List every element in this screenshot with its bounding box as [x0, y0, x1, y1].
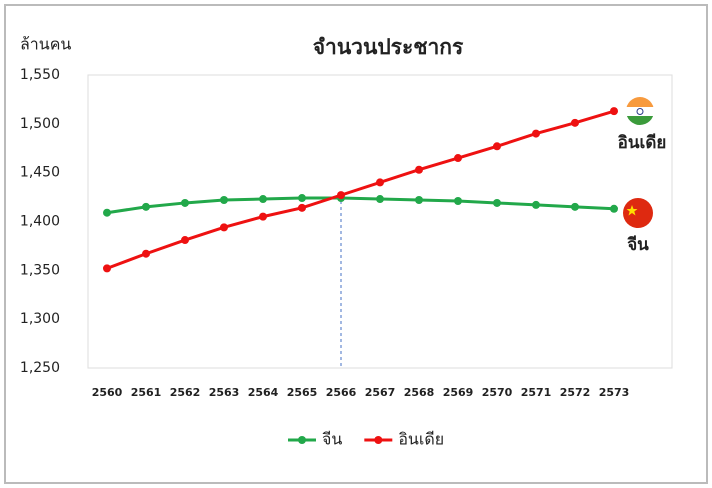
y-tick-label: 1,400 — [20, 214, 60, 230]
marks: 1,250 1,300 1,350 1,400 1,450 1,500 1,550 2560 2… — [20, 67, 629, 449]
point — [454, 196, 462, 205]
y-tick-label: 1,300 — [20, 311, 60, 327]
x-tick-label: 2565 — [287, 386, 318, 399]
x-tick-label: 2570 — [482, 386, 513, 399]
point — [259, 195, 267, 204]
point — [532, 200, 540, 209]
point — [181, 198, 189, 207]
point — [181, 236, 189, 245]
x-tick-label: 2564 — [248, 386, 279, 399]
x-tick-label: 2569 — [443, 386, 474, 399]
point — [376, 178, 384, 187]
point — [103, 208, 111, 217]
point — [298, 194, 306, 203]
y-tick-label: 1,450 — [20, 165, 60, 181]
series-line — [106, 196, 615, 215]
point — [142, 249, 150, 258]
x-tick-label: 2573 — [599, 386, 630, 399]
x-tick-label: 2566 — [326, 386, 357, 399]
point — [493, 198, 501, 207]
point — [103, 264, 111, 273]
legend-label: อินเดีย — [398, 430, 444, 449]
y-tick-label: 1,500 — [20, 116, 60, 132]
end-label: อินเดีย — [618, 132, 667, 153]
point — [259, 212, 267, 221]
point — [571, 118, 579, 127]
point — [376, 195, 384, 204]
y-tick-label: 1,550 — [20, 67, 60, 83]
india-flag — [626, 97, 654, 125]
chart-title: จำนวนประชากร — [313, 35, 464, 59]
point — [610, 204, 618, 213]
point — [142, 202, 150, 211]
x-tick-label: 2571 — [521, 386, 552, 399]
x-tick-label: 2568 — [404, 386, 435, 399]
x-tick-label: 2563 — [209, 386, 240, 399]
y-axis-title: ล้านคน — [20, 35, 71, 54]
series-line — [106, 109, 615, 270]
x-tick-label: 2561 — [131, 386, 162, 399]
legend-swatch-dot — [374, 436, 383, 444]
plot-area — [87, 74, 673, 369]
point — [454, 154, 462, 163]
end-label: จีน — [627, 234, 649, 255]
x-tick-label: 2572 — [560, 386, 591, 399]
legend-swatch-dot — [298, 436, 306, 444]
point — [415, 165, 423, 174]
y-tick-label: 1,350 — [20, 262, 60, 278]
point — [532, 129, 540, 138]
x-tick-label: 2562 — [170, 386, 201, 399]
legend-label: จีน — [322, 430, 342, 449]
point — [610, 107, 618, 116]
point — [337, 191, 345, 200]
point — [220, 223, 228, 232]
point — [571, 202, 579, 211]
china-flag — [623, 198, 653, 228]
point — [493, 142, 501, 151]
x-tick-label: 2560 — [92, 386, 123, 399]
x-tick-label: 2567 — [365, 386, 396, 399]
y-tick-label: 1,250 — [20, 360, 60, 376]
point — [220, 196, 228, 205]
point — [298, 203, 306, 212]
point — [415, 196, 423, 205]
frame — [4, 4, 708, 484]
